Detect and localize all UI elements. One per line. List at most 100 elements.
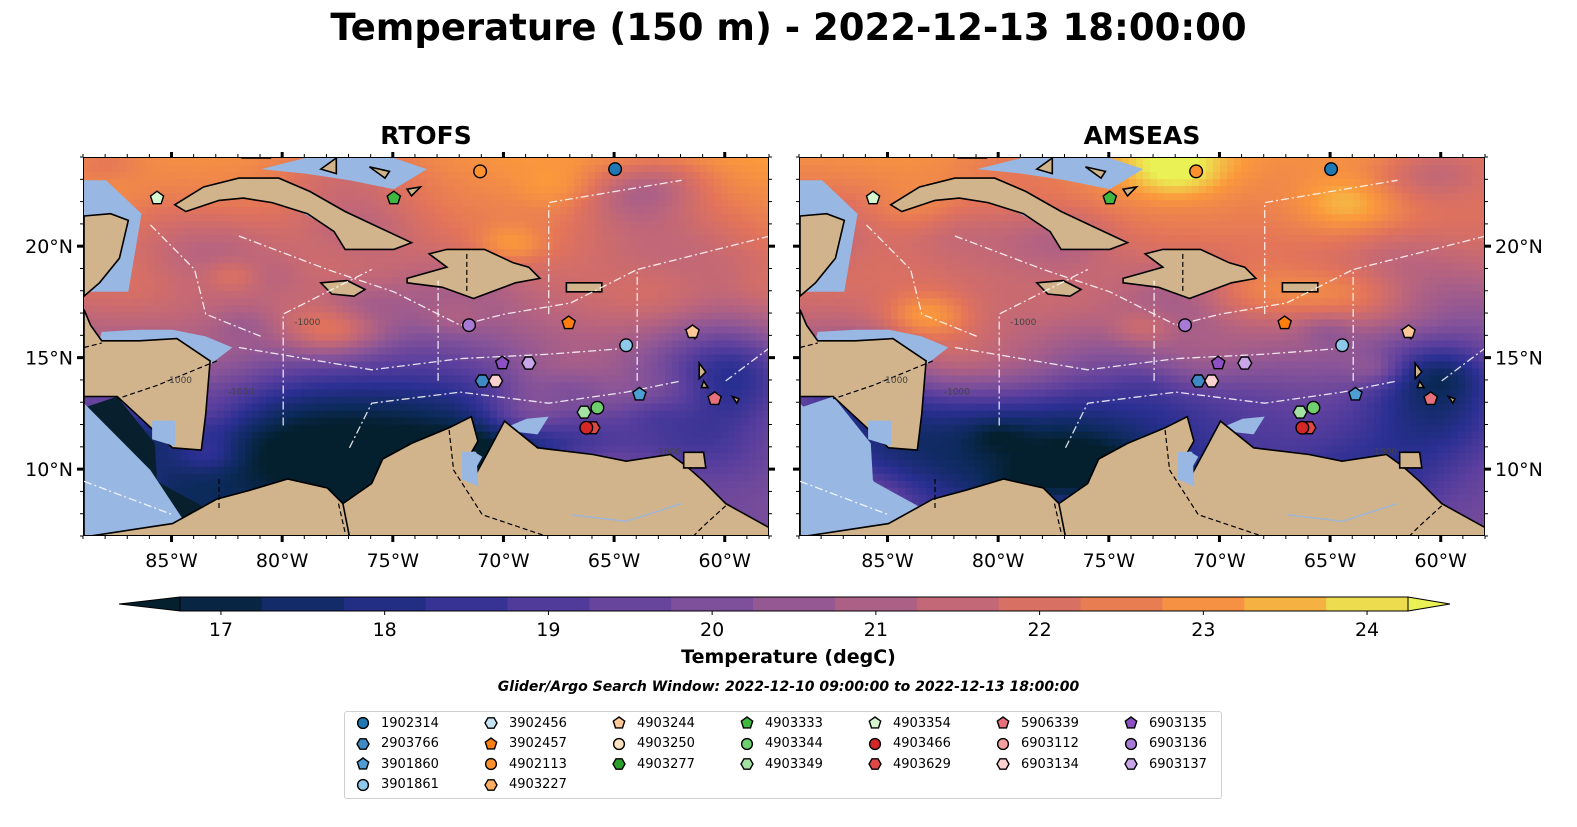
land-jamaica: [319, 279, 367, 298]
legend-item-4903244: 4903244: [611, 715, 695, 731]
legend-item-6903112: 6903112: [995, 736, 1079, 752]
land-bahamas3: [405, 185, 423, 198]
lon-tick-label: 70°W: [1193, 550, 1246, 572]
country-border: [1409, 505, 1443, 535]
lat-tick-label: 20°N: [1495, 236, 1543, 258]
platform-3902457-marker: [1277, 315, 1293, 330]
platform-4903354-marker: [865, 190, 881, 205]
land-puertoRico: [1281, 282, 1319, 293]
legend-item-2903766: 2903766: [355, 736, 439, 752]
lon-tick-label: 65°W: [588, 550, 641, 572]
legend-item-3901861: 3901861: [355, 777, 439, 793]
land-trinidad: [682, 451, 707, 469]
legend-item-3902456: 3902456: [483, 715, 567, 731]
bathymetry-contour-label: -1000: [944, 387, 970, 397]
legend-label: 4902113: [509, 756, 567, 772]
lon-tick-label: 60°W: [699, 550, 752, 572]
colorbar-tick-label: 20: [700, 619, 724, 641]
land-hispaniola: [406, 248, 542, 300]
legend-marker-icon: [868, 737, 882, 750]
platform-4903244-marker: [685, 324, 700, 339]
legend-6903136-marker: [1124, 737, 1138, 750]
colorbar-tick-label: 17: [209, 619, 233, 641]
legend-item-6903137: 6903137: [1123, 756, 1207, 772]
legend-3902457-marker: [484, 736, 498, 750]
legend-4903277-marker: [612, 758, 626, 770]
legend-item-6903135: 6903135: [1123, 715, 1207, 731]
platform-1902314-marker: [1324, 162, 1339, 177]
colorbar-tick-label: 23: [1191, 619, 1215, 641]
panel-title-rtofs: RTOFS: [380, 121, 472, 150]
eez-boundary: [548, 179, 682, 315]
platform-2903766-marker: [474, 374, 491, 388]
legend-item-4903466: 4903466: [867, 736, 951, 752]
legend-label: 6903112: [1021, 736, 1079, 751]
land-yucatan: [84, 212, 130, 298]
lon-tick-label: 60°W: [1415, 550, 1468, 572]
platform-4902113-marker: [473, 164, 488, 179]
legend: 1902314 2903766 3901860 3901861 3902456 39024…: [344, 711, 1222, 799]
platform-3902457-marker: [561, 315, 577, 330]
legend-label: 3902457: [509, 736, 567, 751]
lat-tick-label: 15°N: [25, 348, 73, 370]
legend-item-4903344: 4903344: [739, 736, 823, 752]
colorbar-bin: [1162, 597, 1245, 611]
legend-item-5906339: 5906339: [995, 715, 1079, 731]
land-trinidad: [1398, 451, 1423, 469]
lat-tick-label: 10°N: [1495, 459, 1543, 481]
legend-item-4902113: 4902113: [483, 756, 567, 772]
platform-6903134-marker: [1203, 374, 1220, 388]
legend-4903466-marker: [868, 737, 882, 750]
colorbar-bin: [998, 597, 1082, 611]
eez-boundary: [282, 268, 372, 426]
country-border: [1053, 503, 1062, 533]
platform-4903349-marker: [576, 405, 592, 419]
legend-item-6903136: 6903136: [1123, 736, 1207, 752]
legend-label: 2903766: [381, 736, 439, 751]
country-border: [800, 342, 818, 349]
platform-4903344-marker: [1306, 400, 1321, 415]
platform-4903333-marker: [386, 190, 402, 205]
country-border: [1164, 429, 1261, 535]
colorbar-bin: [1080, 597, 1163, 611]
colorbar-bin: [425, 597, 508, 611]
platform-1902314-marker: [608, 162, 623, 177]
legend-marker-icon: [868, 716, 882, 729]
colorbar-bin: [916, 597, 1000, 611]
bathymetry-contour-label: -1000: [882, 376, 908, 386]
legend-label: 4903629: [893, 756, 951, 772]
legend-marker-icon: [740, 758, 754, 770]
map-panel-rtofs[interactable]: -1000 -1000 -1000 -1000: [83, 157, 769, 536]
land-lesser2: [698, 360, 707, 381]
colorbar-extend-low: [118, 596, 181, 612]
eez-boundary: [1352, 235, 1484, 381]
legend-6903112-marker: [996, 737, 1010, 750]
legend-item-4903333: 4903333: [739, 715, 823, 731]
country-border: [337, 503, 346, 533]
shallow-shelf: [800, 403, 910, 535]
land-centralAmerica: [800, 309, 927, 535]
platform-4903244-marker: [1401, 324, 1416, 339]
eez-boundary: [725, 348, 768, 382]
colorbar-bin: [1244, 597, 1327, 611]
lon-tick-label: 85°W: [145, 550, 198, 572]
colorbar-bin: [1326, 597, 1409, 611]
platform-6903135-marker: [1210, 355, 1226, 370]
platform-4903333-marker: [1102, 190, 1118, 205]
legend-marker-icon: [740, 737, 754, 750]
colorbar-bin: [343, 597, 427, 611]
colorbar: 17 18 19 20 21 22 23 24: [118, 596, 1451, 641]
legend-marker-icon: [1124, 758, 1138, 770]
legend-marker-icon: [612, 716, 626, 729]
country-border: [448, 429, 545, 535]
map-panel-amseas[interactable]: -1000 -1000 -1000 -1000: [799, 157, 1485, 536]
platform-6903136-marker: [462, 318, 477, 333]
bathymetry-contour-label: -1000: [228, 387, 254, 397]
platform-4903349-marker: [1292, 405, 1308, 419]
legend-label: 4903333: [765, 715, 823, 731]
legend-item-3901860: 3901860: [355, 756, 439, 772]
legend-label: 4903227: [509, 777, 567, 792]
legend-label: 4903354: [893, 715, 951, 731]
lon-tick-label: 75°W: [367, 550, 420, 572]
figure-title: Temperature (150 m) - 2022-12-13 18:00:0…: [330, 6, 1247, 49]
